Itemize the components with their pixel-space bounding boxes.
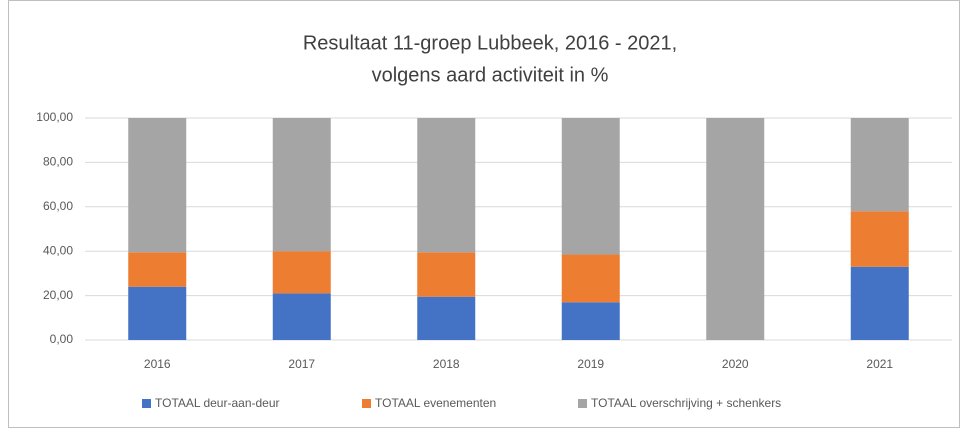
bar-segment: [417, 252, 476, 297]
bar-segment: [128, 286, 187, 340]
legend-label: TOTAAL deur-aan-deur: [155, 396, 280, 410]
legend-swatch: [578, 399, 587, 408]
x-tick-label: 2020: [722, 357, 749, 371]
x-tick-label: 2021: [866, 357, 893, 371]
y-tick-label: 100,00: [36, 110, 73, 124]
chart-title: Resultaat 11-groep Lubbeek, 2016 - 2021,: [303, 32, 677, 54]
legend-swatch: [362, 399, 371, 408]
bar-segment: [128, 252, 187, 287]
bar-segment: [128, 118, 187, 253]
bar-segment: [561, 302, 620, 340]
bar-segment: [561, 254, 620, 303]
y-tick-label: 80,00: [43, 155, 73, 169]
bar-segment: [417, 296, 476, 340]
y-tick-label: 20,00: [43, 288, 73, 302]
x-tick-label: 2019: [577, 357, 604, 371]
bar-segment: [272, 293, 331, 340]
bar-segment: [417, 118, 476, 253]
chart-title: volgens aard activiteit in %: [372, 64, 609, 86]
legend-label: TOTAAL overschrijving + schenkers: [591, 396, 781, 410]
legend-label: TOTAAL evenementen: [375, 396, 496, 410]
bar-segment: [561, 118, 620, 255]
y-tick-label: 0,00: [50, 332, 74, 346]
bar-segment: [272, 251, 331, 294]
y-tick-label: 40,00: [43, 243, 73, 257]
x-tick-label: 2016: [144, 357, 171, 371]
bar-segment: [706, 118, 765, 340]
bar-segment: [850, 118, 909, 212]
x-tick-label: 2018: [433, 357, 460, 371]
bar-segment: [850, 211, 909, 267]
x-tick-label: 2017: [288, 357, 315, 371]
legend-swatch: [142, 399, 151, 408]
bar-segment: [272, 118, 331, 252]
y-tick-label: 60,00: [43, 199, 73, 213]
bar-segment: [850, 266, 909, 340]
